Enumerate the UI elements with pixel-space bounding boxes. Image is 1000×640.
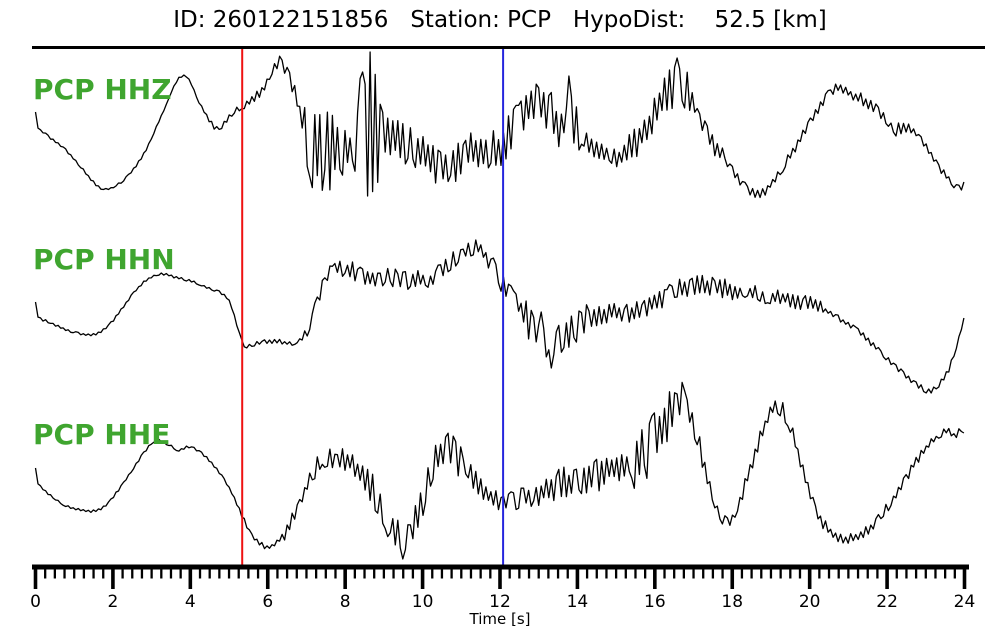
time-axis-label: Time [s] [469,610,531,628]
tick-label: 12 [489,592,511,612]
tick-label: 10 [412,592,434,612]
time-axis: 0 2 4 6 8 10 12 14 16 18 20 22 24 [30,564,976,612]
waveform-traces [34,51,965,560]
tick-label: 2 [108,592,119,612]
tick-label: 4 [185,592,196,612]
tick-label: 18 [721,592,743,612]
tick-label: 16 [644,592,666,612]
waveform-hhn [34,239,965,394]
waveform-hhe [34,381,965,560]
title-separator [32,46,985,49]
tick-label: 24 [954,592,976,612]
tick-label: 14 [567,592,589,612]
tick-label: 0 [30,592,41,612]
tick-label: 22 [876,592,898,612]
phase-pick-lines [241,49,505,565]
tick-label: 6 [262,592,273,612]
waveform-hhz [34,51,965,199]
figure-title: ID: 260122151856 Station: PCP HypoDist: … [173,7,827,33]
tick-label: 8 [340,592,351,612]
tick-label: 20 [799,592,821,612]
